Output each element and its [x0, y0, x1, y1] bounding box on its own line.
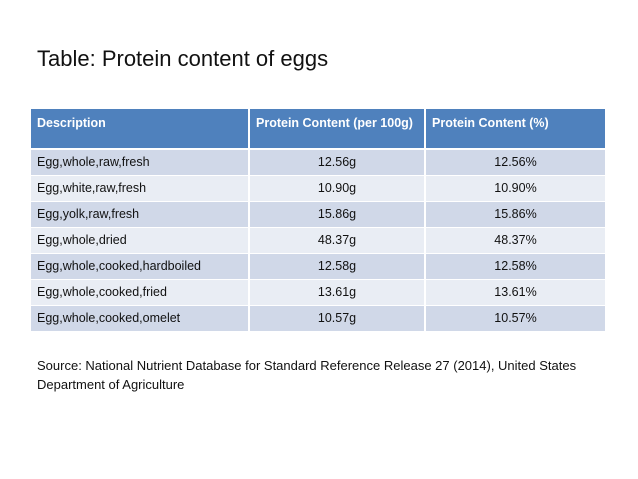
table-row: Egg,whole,cooked,hardboiled 12.58g 12.58… [31, 253, 605, 280]
cell-protein-per-100g: 13.61g [249, 279, 426, 306]
cell-description: Egg,whole,raw,fresh [31, 149, 250, 176]
cell-protein-percent: 12.58% [425, 253, 605, 280]
cell-protein-percent: 15.86% [425, 201, 605, 228]
protein-table: Description Protein Content (per 100g) P… [31, 109, 605, 332]
source-note: Source: National Nutrient Database for S… [37, 358, 577, 392]
header-protein-per-100g: Protein Content (per 100g) [249, 109, 426, 150]
table-row: Egg,whole,cooked,fried 13.61g 13.61% [31, 279, 605, 306]
cell-description: Egg,whole,cooked,fried [31, 279, 250, 306]
cell-protein-per-100g: 12.58g [249, 253, 426, 280]
protein-table-container: Description Protein Content (per 100g) P… [31, 109, 605, 332]
table-row: Egg,whole,raw,fresh 12.56g 12.56% [31, 149, 605, 176]
cell-protein-per-100g: 15.86g [249, 201, 426, 228]
cell-protein-percent: 13.61% [425, 279, 605, 306]
cell-protein-per-100g: 12.56g [249, 149, 426, 176]
cell-description: Egg,white,raw,fresh [31, 175, 250, 202]
cell-description: Egg,whole,cooked,omelet [31, 305, 250, 332]
table-row: Egg,white,raw,fresh 10.90g 10.90% [31, 175, 605, 202]
cell-protein-per-100g: 10.57g [249, 305, 426, 332]
slide-title: Table: Protein content of eggs [37, 46, 329, 71]
header-protein-percent: Protein Content (%) [425, 109, 605, 150]
cell-protein-per-100g: 48.37g [249, 227, 426, 254]
cell-description: Egg,whole,cooked,hardboiled [31, 253, 250, 280]
cell-protein-percent: 48.37% [425, 227, 605, 254]
cell-description: Egg,yolk,raw,fresh [31, 201, 250, 228]
table-row: Egg,whole,cooked,omelet 10.57g 10.57% [31, 305, 605, 332]
cell-protein-per-100g: 10.90g [249, 175, 426, 202]
table-header-row: Description Protein Content (per 100g) P… [31, 109, 605, 150]
table-row: Egg,yolk,raw,fresh 15.86g 15.86% [31, 201, 605, 228]
cell-description: Egg,whole,dried [31, 227, 250, 254]
cell-protein-percent: 10.90% [425, 175, 605, 202]
cell-protein-percent: 12.56% [425, 149, 605, 176]
header-description: Description [31, 109, 250, 150]
table-row: Egg,whole,dried 48.37g 48.37% [31, 227, 605, 254]
cell-protein-percent: 10.57% [425, 305, 605, 332]
